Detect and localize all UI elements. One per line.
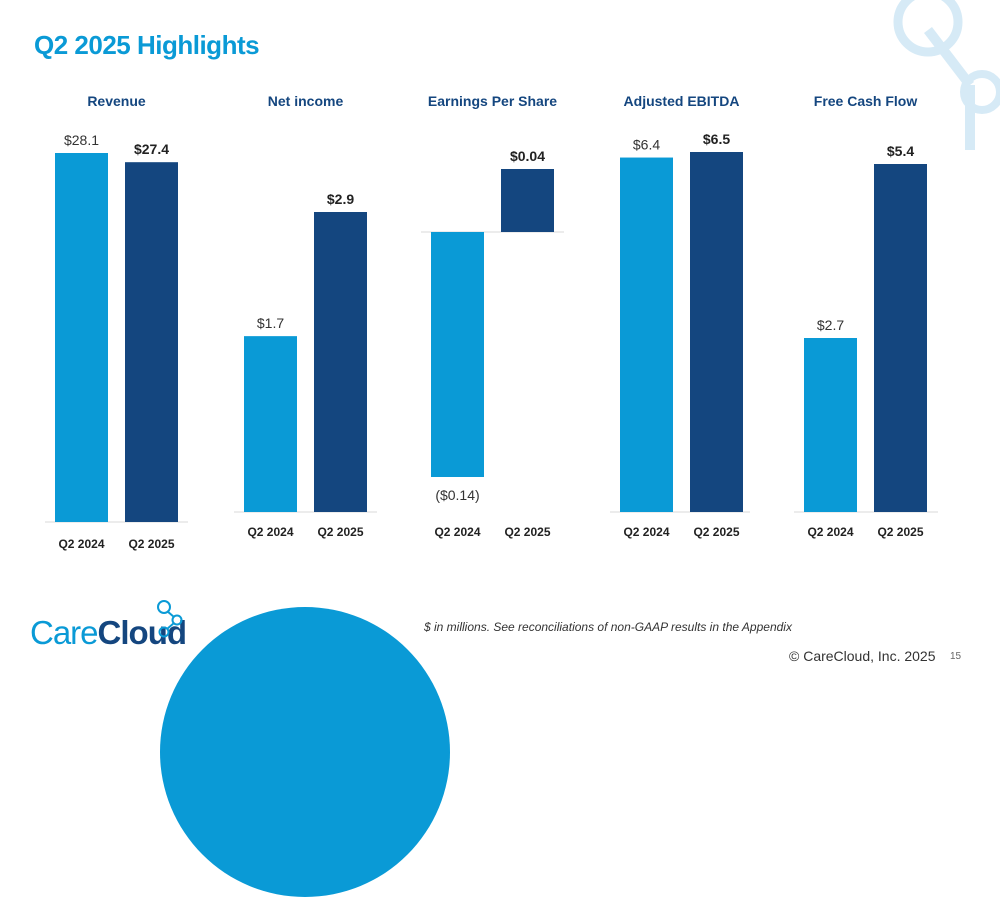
bar-q2-2025: [501, 169, 554, 232]
decorative-circle: [160, 607, 450, 897]
category-label: Q2 2024: [247, 525, 293, 539]
data-label: $27.4: [134, 141, 169, 157]
chart-title: Free Cash Flow: [814, 93, 918, 109]
chart-title: Net income: [268, 93, 344, 109]
data-label: $0.04: [510, 148, 545, 164]
category-label: Q2 2024: [58, 537, 104, 551]
highlights-charts: Revenue $28.1 Q2 2024 $27.4 Q2 2025 Net incom…: [45, 93, 938, 551]
bar-q2-2024: [55, 153, 108, 522]
category-label: Q2 2025: [317, 525, 363, 539]
copyright: © CareCloud, Inc. 2025: [789, 648, 936, 664]
bar-q2-2024: [804, 338, 857, 512]
footnote: $ in millions. See reconciliations of no…: [424, 620, 792, 634]
category-label: Q2 2025: [693, 525, 739, 539]
category-label: Q2 2024: [807, 525, 853, 539]
data-label: $6.5: [703, 131, 730, 147]
data-label: $6.4: [633, 137, 660, 153]
category-label: Q2 2024: [434, 525, 480, 539]
bar-q2-2024: [620, 157, 673, 513]
data-label: $5.4: [887, 143, 914, 159]
chart-title: Revenue: [87, 93, 146, 109]
chart-title: Earnings Per Share: [428, 93, 557, 109]
page-title: Q2 2025 Highlights: [34, 30, 260, 60]
logo-molecule-icon: [157, 600, 183, 638]
bar-q2-2025: [874, 164, 927, 512]
bar-q2-2025: [690, 152, 743, 512]
molecule-decoration-icon: [893, 0, 1000, 150]
page-number: 15: [950, 651, 962, 662]
category-label: Q2 2025: [128, 537, 174, 551]
category-label: Q2 2025: [504, 525, 550, 539]
bar-q2-2024: [431, 232, 484, 477]
bar-q2-2025: [125, 162, 178, 522]
data-label: $1.7: [257, 315, 284, 331]
data-label: $2.9: [327, 191, 354, 207]
data-label: $28.1: [64, 132, 99, 148]
category-label: Q2 2024: [623, 525, 669, 539]
chart-title: Adjusted EBITDA: [624, 93, 740, 109]
bar-q2-2025: [314, 212, 367, 512]
data-label: ($0.14): [435, 487, 479, 503]
category-label: Q2 2025: [877, 525, 923, 539]
data-label: $2.7: [817, 317, 844, 333]
bar-q2-2024: [244, 336, 297, 512]
